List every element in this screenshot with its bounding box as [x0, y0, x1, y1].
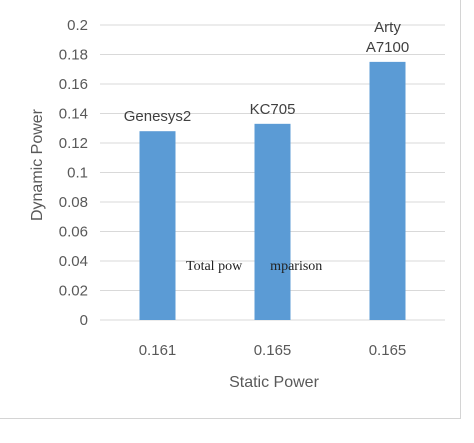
overlay-annotation: Total pow mparison	[186, 259, 322, 274]
y-axis-title: Dynamic Power	[29, 108, 46, 221]
y-tick-label: 0.08	[59, 194, 88, 211]
data-label: KC705	[250, 101, 296, 118]
frame-right-border	[460, 0, 461, 418]
figure-caption	[6, 424, 468, 438]
y-tick-label: 0.1	[67, 165, 88, 182]
y-tick-label: 0.06	[59, 224, 88, 241]
y-tick-label: 0.02	[59, 283, 88, 300]
y-tick-label: 0.14	[59, 106, 88, 123]
x-tick-label: 0.165	[254, 342, 292, 359]
x-tick-label: 0.161	[139, 342, 177, 359]
data-label: Arty	[374, 19, 401, 36]
bars	[139, 61, 406, 320]
y-axis-ticks: 0 0.02 0.04 0.06 0.08 0.1 0.12 0.14 0.16 0.18 0.2	[59, 17, 88, 329]
y-tick-label: 0.12	[59, 135, 88, 152]
y-tick-label: 0	[80, 312, 88, 329]
y-tick-label: 0.18	[59, 47, 88, 64]
bar	[369, 61, 406, 320]
frame-bottom-border	[0, 418, 461, 419]
data-labels: Genesys2 KC705 Arty A7100	[124, 19, 409, 125]
y-tick-label: 0.16	[59, 76, 88, 93]
y-tick-label: 0.04	[59, 253, 88, 270]
y-tick-label: 0.2	[67, 17, 88, 34]
x-tick-label: 0.165	[369, 342, 407, 359]
data-label: Genesys2	[124, 108, 192, 125]
bar	[254, 123, 291, 320]
bar	[139, 131, 176, 320]
x-axis-title: Static Power	[229, 374, 319, 391]
x-axis-ticks: 0.161 0.165 0.165	[139, 342, 407, 359]
data-label: A7100	[366, 39, 409, 56]
